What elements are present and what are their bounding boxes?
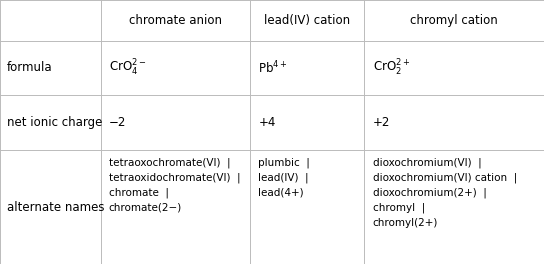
Text: lead(IV) cation: lead(IV) cation — [264, 14, 350, 27]
Text: chromate anion: chromate anion — [129, 14, 222, 27]
Text: CrO$_4^{2-}$: CrO$_4^{2-}$ — [109, 58, 146, 78]
Text: +2: +2 — [373, 116, 390, 129]
Text: tetraoxochromate(VI)  |
tetraoxidochromate(VI)  |
chromate  |
chromate(2−): tetraoxochromate(VI) | tetraoxidochromat… — [109, 157, 240, 213]
Text: −2: −2 — [109, 116, 126, 129]
Text: chromyl cation: chromyl cation — [410, 14, 498, 27]
Text: Pb$^{4+}$: Pb$^{4+}$ — [258, 60, 288, 76]
Text: dioxochromium(VI)  |
dioxochromium(VI) cation  |
dioxochromium(2+)  |
chromyl  |: dioxochromium(VI) | dioxochromium(VI) ca… — [373, 157, 517, 228]
Text: +4: +4 — [258, 116, 276, 129]
Text: plumbic  |
lead(IV)  |
lead(4+): plumbic | lead(IV) | lead(4+) — [258, 157, 310, 198]
Text: CrO$_2^{2+}$: CrO$_2^{2+}$ — [373, 58, 410, 78]
Text: alternate names: alternate names — [7, 201, 104, 214]
Text: net ionic charge: net ionic charge — [7, 116, 102, 129]
Text: formula: formula — [7, 62, 52, 74]
